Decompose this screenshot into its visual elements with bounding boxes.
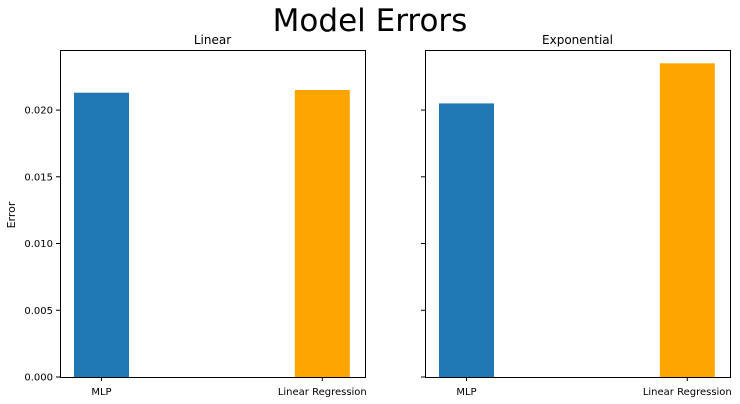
y-tick-label: 0.015: [24, 172, 53, 183]
bar-mlp: [439, 103, 494, 378]
x-tick-label: Linear Regression: [643, 387, 732, 398]
y-tick-label: 0.010: [24, 239, 53, 250]
subplot-title: Linear: [194, 33, 231, 47]
subplot-1: MLP Linear Regression 0.000 0.005 0.010 0.015…: [24, 33, 366, 398]
y-tick-label: 0.005: [24, 306, 53, 317]
y-axis-label: Error: [5, 201, 18, 228]
x-tick-label: MLP: [456, 387, 476, 398]
x-tick-label: MLP: [91, 387, 111, 398]
subplot-title: Exponential: [542, 33, 613, 47]
figure-title: Model Errors: [273, 3, 468, 39]
x-tick-label: Linear Regression: [278, 387, 367, 398]
subplot-panels: MLP Linear Regression 0.000 0.005 0.010 0.015…: [24, 33, 731, 398]
bar-mlp: [74, 92, 129, 377]
axes-frame: [425, 50, 731, 378]
bar-linear-regression: [659, 63, 715, 378]
y-tick-label: 0.020: [24, 106, 53, 117]
bar-linear-regression: [294, 90, 350, 377]
subplot-2: MLP Linear Regression Exponential: [421, 33, 732, 398]
y-tick-label: 0.000: [24, 373, 53, 384]
axes-frame: [60, 50, 366, 378]
